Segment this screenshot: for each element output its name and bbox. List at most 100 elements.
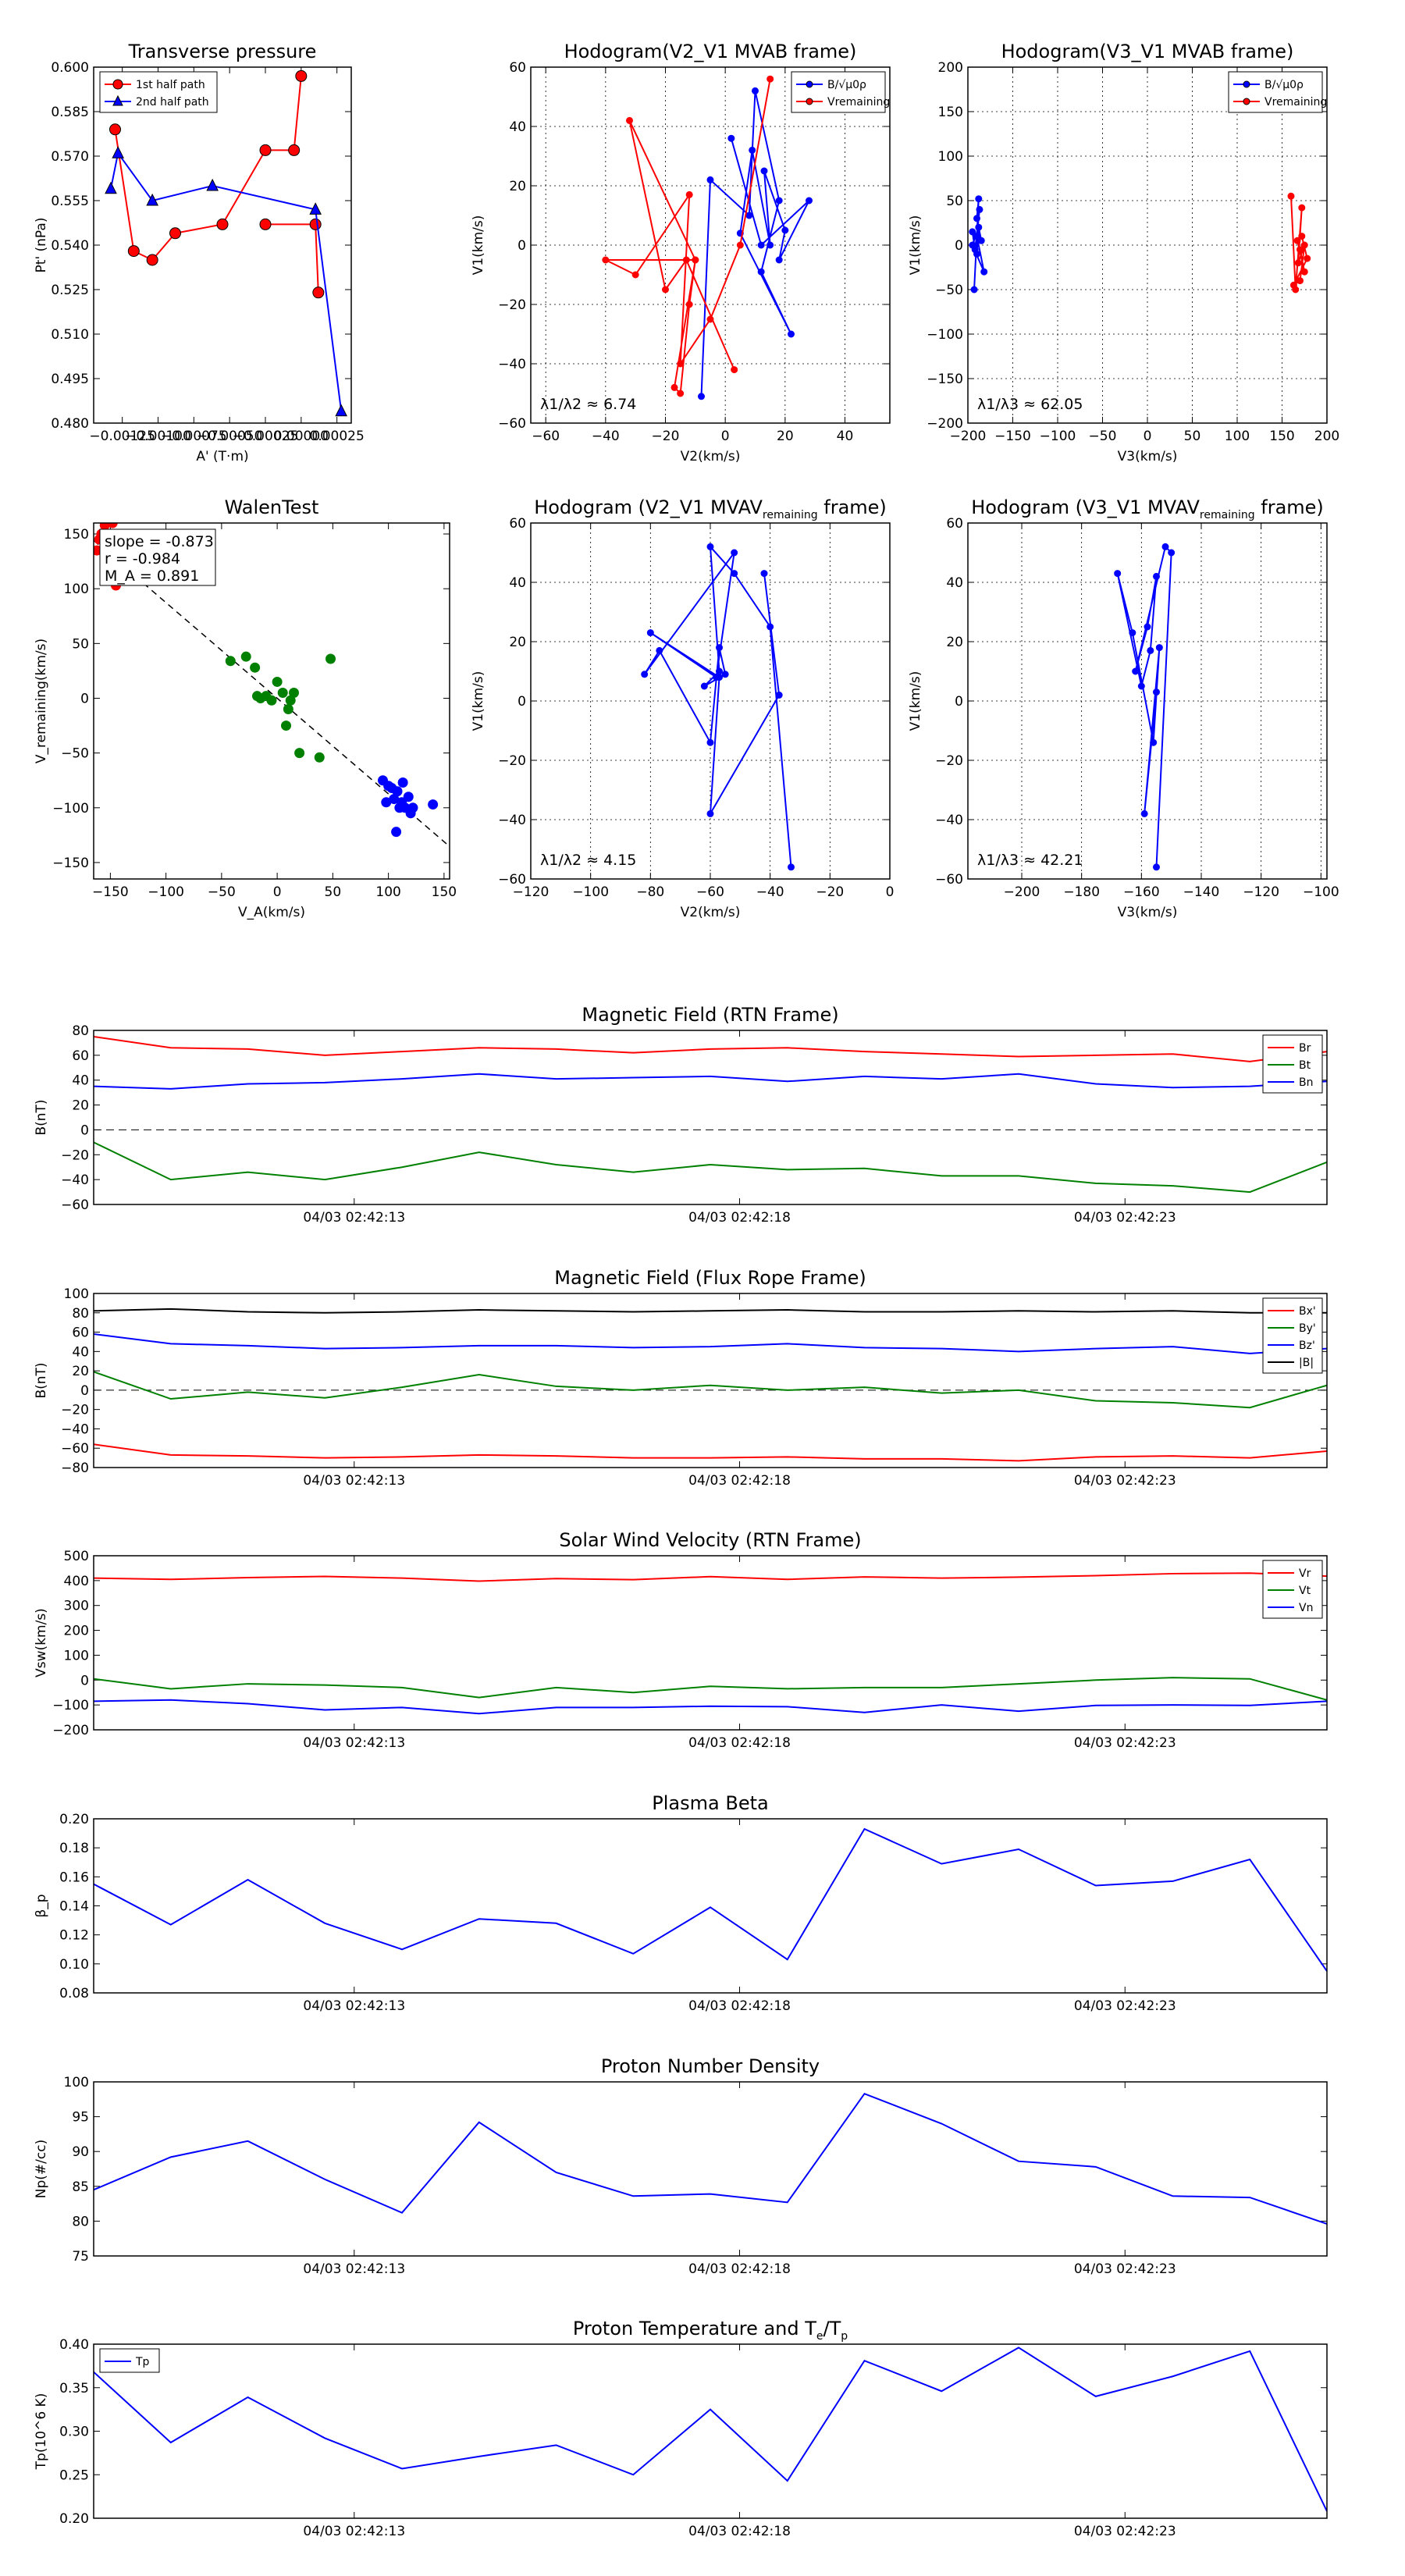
series-line-Tp — [94, 2347, 1327, 2512]
axes-frame — [93, 2081, 1328, 2257]
x-tick-label: 04/03 02:42:23 — [1074, 2524, 1176, 2539]
y-tick-label: 0.480 — [51, 416, 89, 432]
x-tick-label: 20 — [777, 429, 794, 444]
y-tick-label: 60 — [509, 60, 526, 76]
data-point — [731, 549, 738, 557]
ratio-annotation: λ1/λ2 ≈ 4.15 — [540, 852, 636, 869]
y-tick-label: 50 — [946, 194, 963, 209]
x-tick-label: 04/03 02:42:18 — [688, 2261, 791, 2277]
y-tick-label: 40 — [72, 1344, 89, 1360]
x-tick-label: 04/03 02:42:13 — [303, 1210, 405, 1226]
legend-label: Vr — [1299, 1567, 1311, 1580]
y-axis-label: B(nT) — [34, 1099, 49, 1135]
x-tick-label: 40 — [837, 429, 854, 444]
y-tick-label: 200 — [938, 60, 963, 76]
data-point — [749, 146, 756, 154]
y-tick-label: −60 — [935, 872, 963, 888]
panel-magnetic-field-rtn: Magnetic Field (RTN Frame) −60 −40 −20 0 20 40… — [34, 1004, 1328, 1226]
panel-proton-number-density: Proton Number Density 75 80 85 90 95 100 04/03 … — [34, 2055, 1328, 2277]
data-point — [975, 223, 983, 231]
chart-title-main: WalenTest — [225, 496, 319, 518]
data-point — [1114, 570, 1122, 578]
data-point — [1300, 241, 1308, 249]
legend-marker — [112, 79, 123, 90]
y-tick-label: 0.585 — [51, 105, 89, 120]
data-point — [731, 570, 738, 578]
legend-label: 1st half path — [136, 79, 205, 91]
legend-frame — [791, 71, 886, 113]
y-tick-label: 400 — [64, 1574, 89, 1589]
x-tick-label: −150 — [92, 884, 129, 900]
chart-title-main: Hodogram (V2_V1 MVAV — [534, 496, 763, 518]
y-tick-label: 85 — [72, 2179, 89, 2195]
series-line-Vn — [94, 1699, 1327, 1715]
y-tick-label: −60 — [498, 416, 526, 432]
x-tick-label: 04/03 02:42:13 — [303, 2524, 405, 2539]
data-point — [1155, 644, 1163, 652]
y-tick-label: 20 — [72, 1364, 89, 1379]
x-axis-label: V3(km/s) — [1118, 905, 1178, 920]
legend: 1st half path 2nd half path — [99, 71, 218, 113]
y-tick-label: 0.570 — [51, 149, 89, 165]
data-point — [767, 241, 774, 249]
data-point — [1298, 233, 1306, 240]
series-line-Np — [94, 2092, 1327, 2225]
y-tick-label: 100 — [938, 149, 963, 165]
panel-hodogram-v2-v1-mvab: Hodogram(V2_V1 MVAB frame) −60 −40 −20 0 20 40… — [471, 41, 891, 464]
y-tick-label: 60 — [72, 1048, 89, 1064]
panel-transverse-pressure: Transverse pressure 0.480 0.495 0.510 0.525 0… — [34, 41, 365, 464]
data-point — [767, 75, 774, 83]
data-point — [1297, 277, 1304, 285]
data-point — [1287, 192, 1295, 200]
y-tick-label: 0.525 — [51, 283, 89, 298]
data-point — [1304, 254, 1311, 262]
series-line-2nd half path — [110, 151, 343, 411]
chart-title: Hodogram (V3_V1 MVAVremaining frame) — [971, 496, 1324, 521]
data-point — [976, 205, 984, 213]
x-tick-label: −100 — [148, 884, 184, 900]
y-tick-label: 200 — [64, 1624, 89, 1639]
data-point — [146, 254, 158, 266]
panel-plasma-beta: Plasma Beta 0.08 0.10 0.12 0.14 0.16 0.18 0.20 0… — [34, 1792, 1328, 2014]
data-layer — [94, 1035, 1327, 1194]
y-tick-label: 0.30 — [59, 2425, 89, 2440]
y-tick-label: 0.16 — [59, 1870, 89, 1885]
axes-frame — [93, 1818, 1328, 1994]
axes-frame — [93, 1030, 1328, 1205]
legend-label: Br — [1299, 1042, 1311, 1055]
y-tick-label: 100 — [64, 1286, 89, 1302]
data-point — [781, 226, 789, 234]
y-tick-label: 0.12 — [59, 1928, 89, 1944]
data-point — [602, 256, 610, 264]
data-point — [216, 218, 229, 230]
x-tick-label: −100 — [572, 884, 609, 900]
data-point — [677, 390, 685, 397]
data-point — [309, 218, 322, 230]
y-tick-label: 300 — [64, 1599, 89, 1614]
data-point — [706, 176, 714, 183]
y-tick-label: 0.18 — [59, 1841, 89, 1856]
y-axis-label: V_remaining(km/s) — [34, 639, 49, 763]
data-point — [381, 797, 392, 808]
x-tick-label: −60 — [532, 429, 560, 444]
y-tick-label: −100 — [52, 1698, 89, 1713]
x-tick-label: −150 — [994, 429, 1031, 444]
data-point — [1153, 572, 1160, 580]
axes-frame — [93, 522, 450, 880]
y-tick-label: 90 — [72, 2144, 89, 2160]
chart-title-end: /T — [823, 2318, 841, 2339]
data-point — [716, 674, 723, 681]
x-tick-label: −80 — [636, 884, 664, 900]
data-point — [1144, 623, 1151, 631]
chart-title-main: Transverse pressure — [128, 41, 317, 62]
chart-title-main: Proton Number Density — [601, 2055, 820, 2077]
data-point — [1289, 281, 1297, 289]
data-point — [391, 827, 402, 838]
data-point — [706, 315, 714, 323]
chart-title-subscript-2: p — [841, 2330, 848, 2343]
x-tick-label: 04/03 02:42:18 — [688, 1210, 791, 1226]
axes-frame — [93, 2343, 1328, 2519]
data-point — [731, 366, 738, 374]
y-axis-label: B(nT) — [34, 1362, 49, 1398]
